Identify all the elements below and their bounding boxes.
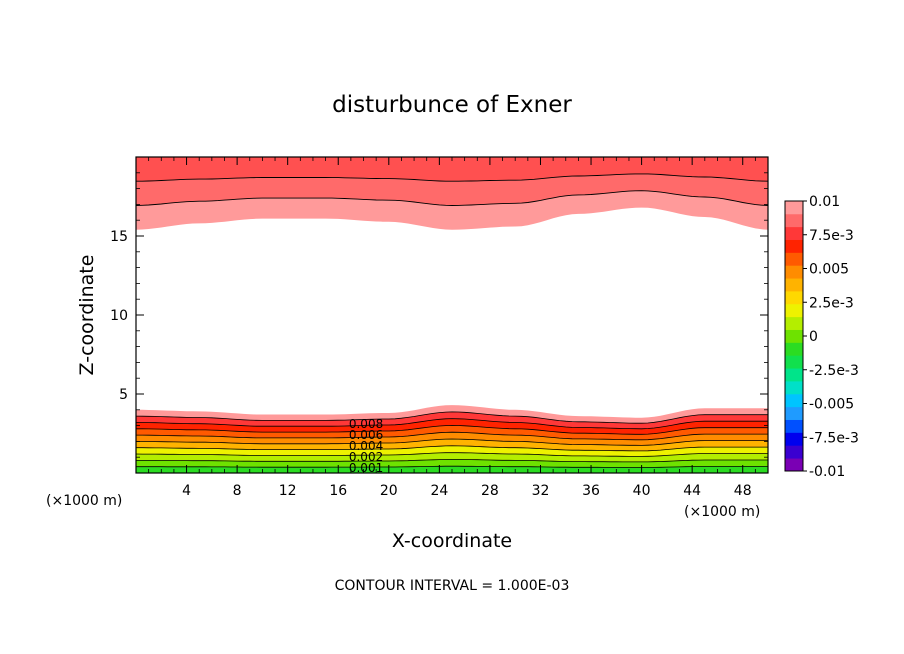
contour-label: 0.006 [349, 428, 383, 442]
x-tick-label: 48 [734, 483, 752, 499]
x-tick-label: 36 [582, 483, 600, 499]
colorbar: 0.01 7.5e-3 0.005 2.5e-3 0 -2.5e-3 -0.005 -7.5e… [784, 194, 859, 480]
colorbar-swatch [785, 303, 803, 318]
colorbar-tick-label: 0.01 [809, 194, 840, 210]
colorbar-swatch [785, 458, 803, 472]
contour-interval-note: CONTOUR INTERVAL = 1.000E-03 [335, 578, 570, 594]
colorbar-swatch [785, 239, 803, 253]
lower-contour-line [136, 459, 768, 463]
x-tick-label: 24 [430, 483, 448, 499]
upper-contour-line [136, 173, 769, 182]
x-tick-label: 28 [481, 483, 499, 499]
colorbar-swatch [785, 278, 803, 292]
x-axis-label: X-coordinate [392, 530, 512, 552]
colorbar-swatch [785, 445, 803, 459]
colorbar-tick-label: -2.5e-3 [809, 363, 859, 379]
chart-title: disturbunce of Exner [332, 92, 572, 118]
x-tick-label: 40 [633, 483, 651, 499]
y-tick-label: 10 [110, 308, 128, 324]
colorbar-swatch [785, 368, 803, 382]
colorbar-swatch [785, 329, 803, 343]
y-tick-label: 5 [119, 387, 128, 403]
colorbar-swatch [785, 265, 803, 279]
x-tick-label: 20 [380, 483, 398, 499]
lower-contour-line [135, 418, 768, 430]
y-axis-label: Z-coordinate [76, 255, 98, 376]
x-tick-label: 4 [182, 483, 191, 499]
x-tick-label: 44 [683, 483, 701, 499]
upper-contour-line [135, 190, 769, 206]
x-tick-label: 16 [329, 483, 347, 499]
lower-contour-line [135, 411, 768, 424]
x-unit-left: (×1000 m) [46, 493, 122, 509]
colorbar-tick-label: -7.5e-3 [809, 430, 859, 446]
contour-lines [135, 173, 769, 468]
colorbar-swatch [785, 252, 803, 266]
x-tick-label: 32 [532, 483, 550, 499]
contour-label: 0.008 [349, 417, 383, 431]
colorbar-swatch [785, 393, 803, 408]
colorbar-swatch [785, 355, 803, 369]
colorbar-swatch [785, 406, 803, 420]
lower-contour-line [136, 445, 768, 452]
colorbar-swatch [785, 213, 803, 228]
x-tick-label: 12 [279, 483, 297, 499]
y-tick-label: 15 [110, 229, 128, 245]
lower-contour-line [135, 452, 768, 457]
colorbar-swatch [785, 226, 803, 240]
contour-label: 0.002 [349, 450, 383, 464]
colorbar-swatch [785, 291, 803, 305]
colorbar-tick-label: 7.5e-3 [809, 228, 854, 244]
x-tick-label: 8 [233, 483, 242, 499]
colorbar-swatch [785, 342, 803, 356]
colorbar-tick-label: -0.005 [809, 397, 854, 413]
colorbar-swatch [785, 381, 803, 395]
lower-contour-line [136, 431, 768, 441]
colorbar-tick-label: 0 [809, 329, 818, 345]
contour-label: 0.001 [349, 461, 383, 475]
colorbar-swatch [785, 316, 803, 330]
lower-contour-line [136, 424, 768, 435]
x-unit-right: (×1000 m) [684, 504, 760, 520]
upper-contour-band [136, 157, 768, 182]
colorbar-tick-label: -0.01 [809, 464, 845, 480]
lower-contour-line [136, 438, 768, 446]
colorbar-tick-label: 2.5e-3 [809, 295, 854, 311]
colorbar-swatch [785, 201, 803, 215]
lower-contour-line [136, 465, 768, 468]
colorbar-swatch [785, 432, 803, 446]
colorbar-tick-label: 0.005 [809, 262, 849, 278]
colorbar-swatch [785, 419, 803, 433]
contour-label: 0.004 [349, 439, 383, 453]
